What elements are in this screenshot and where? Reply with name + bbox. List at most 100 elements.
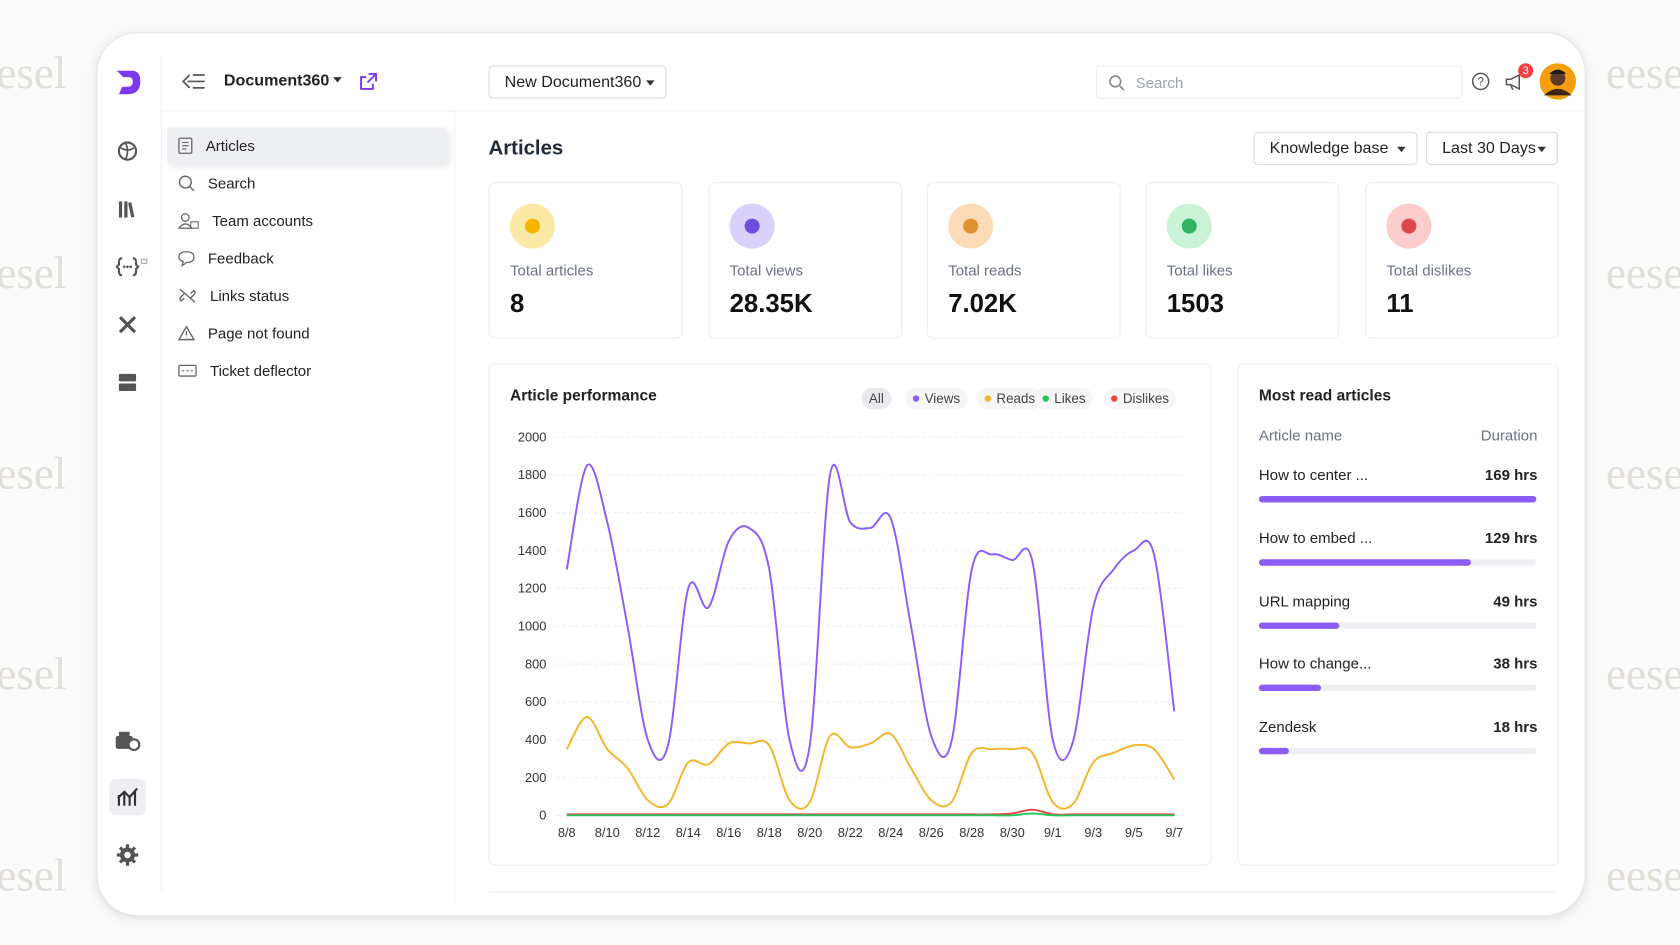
- icon-fg: [1401, 218, 1417, 234]
- sidebar-item[interactable]: Team accounts: [167, 202, 448, 238]
- stat-label: Total articles: [509, 261, 594, 279]
- avatar[interactable]: [1539, 63, 1577, 100]
- legend-dot: [984, 395, 992, 402]
- x-tick-label: 9/1: [1044, 825, 1062, 840]
- legend-dot: [912, 395, 920, 402]
- legend-label: Reads: [996, 391, 1036, 407]
- watermark: eesel: [0, 249, 67, 299]
- rail-icon[interactable]: [116, 197, 140, 221]
- icon-fg: [1181, 218, 1197, 234]
- item-icon: [177, 325, 195, 341]
- stat-icon: [1386, 203, 1432, 249]
- y-tick-label: 200: [525, 770, 546, 785]
- stat-label: Total likes: [1166, 261, 1233, 279]
- sidebar-item[interactable]: Page not found: [167, 315, 448, 351]
- caret: [333, 77, 342, 83]
- y-tick-label: 1400: [518, 543, 547, 558]
- stat-card: Total likes 1503: [1145, 182, 1340, 339]
- stat-icon: [509, 203, 555, 249]
- x-tick-label: 8/16: [716, 825, 741, 840]
- rail-icon[interactable]: [116, 313, 140, 337]
- item-icon: [178, 364, 197, 377]
- y-tick-label: 1800: [518, 467, 547, 482]
- caret: [1537, 146, 1547, 152]
- watermark: eesel: [1606, 249, 1680, 299]
- stat-card: Total dislikes 11: [1364, 182, 1559, 339]
- x-tick-label: 8/12: [635, 825, 660, 840]
- rail-icon[interactable]: [115, 255, 148, 279]
- page-title: Articles: [488, 137, 564, 160]
- article-name: How to center ...: [1258, 466, 1369, 484]
- stat-value: 7.02K: [948, 289, 1017, 319]
- legend-all[interactable]: All: [861, 387, 892, 410]
- article-name: How to change...: [1258, 655, 1372, 673]
- sidebar-item[interactable]: Feedback: [167, 240, 448, 276]
- item-icon: [179, 288, 196, 303]
- rail-icon[interactable]: [116, 139, 140, 163]
- article-duration: 129 hrs: [1484, 529, 1538, 547]
- notification-icon[interactable]: [1504, 72, 1525, 91]
- x-tick-label: 8/22: [838, 825, 863, 840]
- x-tick-label: 9/5: [1125, 825, 1143, 840]
- sidebar-item[interactable]: Links status: [167, 277, 448, 313]
- legend-dot: [1111, 395, 1118, 402]
- y-tick-label: 800: [525, 656, 546, 671]
- line-chart: 0 200 400 600 800 1000 1200 1400 1600 1800 2000 8/8…: [518, 429, 1187, 840]
- kb-dropdown[interactable]: Knowledge base: [1253, 131, 1418, 165]
- filter-label: Knowledge base: [1269, 139, 1389, 158]
- y-tick-label: 0: [539, 808, 546, 823]
- stat-label: Total reads: [948, 261, 1022, 279]
- watermark: eesel: [1606, 851, 1680, 902]
- x-tick-label: 8/8: [558, 825, 576, 840]
- collapse-icon[interactable]: [181, 71, 207, 92]
- bar: [1258, 622, 1340, 629]
- series-line: [565, 463, 1176, 772]
- filter-label: Last 30 Days: [1442, 139, 1536, 158]
- item-icon: [178, 251, 195, 267]
- legend-label: Dislikes: [1122, 391, 1169, 407]
- sidebar-item[interactable]: Articles: [167, 127, 448, 164]
- article-duration: 18 hrs: [1493, 718, 1538, 736]
- bar-track: [1258, 748, 1537, 755]
- rail-icon[interactable]: [116, 843, 140, 867]
- y-tick-label: 1600: [518, 505, 547, 520]
- watermark: eesel: [1606, 49, 1680, 99]
- date-dropdown[interactable]: Last 30 Days: [1426, 131, 1558, 165]
- article-name: How to embed ...: [1258, 529, 1373, 547]
- legend-item[interactable]: Reads: [977, 387, 1043, 410]
- item-label: Links status: [209, 287, 290, 305]
- sidebar-item[interactable]: Search: [167, 165, 448, 201]
- watermark: eesel: [0, 449, 67, 500]
- stat-card: Total views 28.35K: [708, 182, 903, 339]
- app-window: Document360 New Document360 Search ? 3 A…: [96, 32, 1586, 917]
- article-name: URL mapping: [1258, 592, 1351, 610]
- sidebar-item[interactable]: Ticket deflector: [167, 352, 448, 388]
- search-box[interactable]: Search: [1096, 65, 1463, 99]
- x-tick-label: 8/14: [676, 825, 701, 840]
- x-tick-label: 8/30: [1000, 825, 1025, 840]
- performance-card: Article performance All Views Reads Likes D…: [488, 363, 1212, 866]
- y-tick-label: 600: [525, 694, 546, 709]
- x-tick-label: 8/20: [797, 825, 822, 840]
- legend-item[interactable]: Views: [905, 387, 968, 410]
- legend-label: Likes: [1054, 391, 1086, 407]
- caret: [1397, 146, 1406, 152]
- legend-item[interactable]: Likes: [1034, 387, 1094, 410]
- item-label: Feedback: [207, 249, 274, 267]
- rail-icon[interactable]: [116, 785, 140, 809]
- logo[interactable]: [112, 66, 144, 98]
- external-link[interactable]: [359, 72, 378, 91]
- rail-icon[interactable]: [114, 729, 142, 753]
- stat-card: Total articles 8: [488, 182, 683, 339]
- item-label: Page not found: [207, 324, 310, 342]
- help-icon[interactable]: ?: [1471, 72, 1490, 91]
- rail-icon[interactable]: [116, 371, 140, 395]
- stat-value: 1503: [1166, 289, 1224, 319]
- project-dropdown[interactable]: New Document360: [488, 65, 667, 99]
- workspace-name[interactable]: Document360: [223, 71, 330, 90]
- article-duration: 49 hrs: [1493, 592, 1538, 610]
- legend-item[interactable]: Dislikes: [1103, 387, 1177, 410]
- divider: [160, 54, 162, 891]
- watermark: eesel: [0, 650, 67, 700]
